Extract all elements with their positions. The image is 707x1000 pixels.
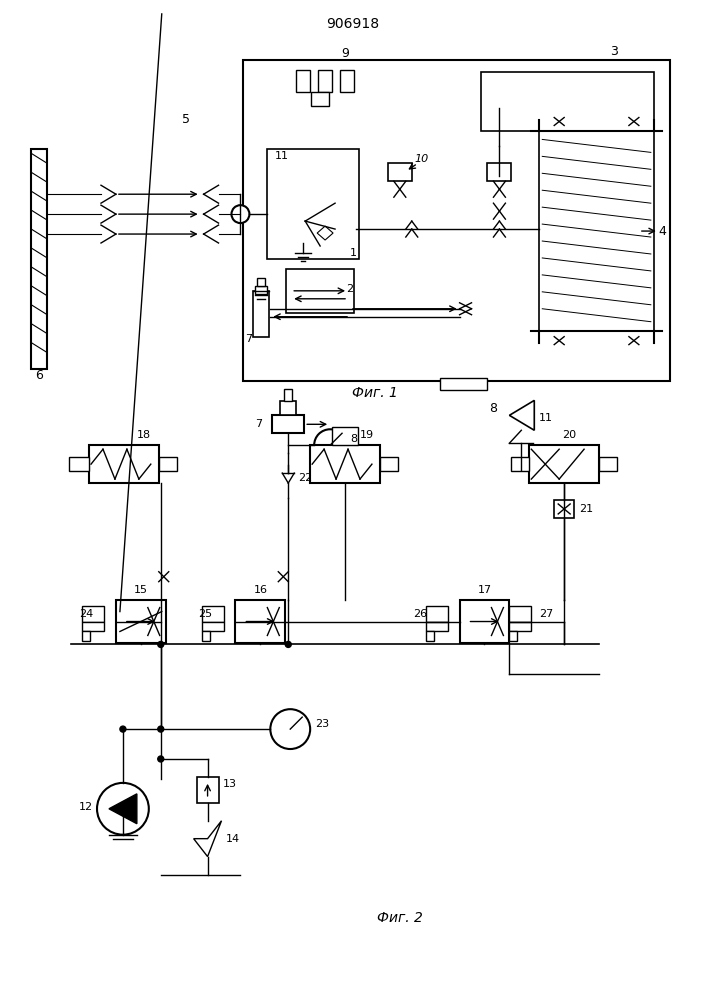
Bar [530,445,599,483]
Bar [82,622,104,631]
Text: Фиг. 2: Фиг. 2 [377,911,423,925]
Polygon shape [509,400,534,430]
Bar [284,389,292,401]
Bar [280,401,296,415]
Text: 8: 8 [350,434,357,444]
Text: 12: 12 [79,802,93,812]
Bar [253,291,269,337]
Text: 13: 13 [223,779,237,789]
Circle shape [270,709,310,749]
Circle shape [158,641,164,647]
Text: 20: 20 [562,430,576,440]
Bar [267,149,359,259]
Text: 26: 26 [413,609,427,619]
Text: 23: 23 [315,719,329,729]
Circle shape [97,783,148,835]
Text: 22: 22 [298,473,312,483]
Text: 25: 25 [199,609,213,619]
Text: 7: 7 [255,419,262,429]
Bar [243,60,670,381]
Text: 906918: 906918 [327,17,380,31]
Text: 11: 11 [275,151,289,161]
Bar [388,163,411,181]
Bar [332,427,358,445]
Bar [116,600,165,643]
Bar [286,269,354,313]
Bar [460,600,509,643]
Bar [235,600,285,643]
Circle shape [314,429,346,461]
Text: 7: 7 [245,334,252,344]
Bar [272,415,304,433]
Polygon shape [109,794,137,824]
Bar [426,631,433,641]
Text: 1: 1 [350,248,357,258]
Bar [69,457,89,471]
Text: 5: 5 [182,113,189,126]
Text: 24: 24 [79,609,93,619]
Text: 6: 6 [35,369,43,382]
Bar [89,445,159,483]
Circle shape [285,641,291,647]
Bar [487,163,511,181]
Circle shape [231,205,250,223]
Text: 11: 11 [539,413,554,423]
Polygon shape [194,821,221,857]
Bar [257,278,265,286]
Bar [481,72,654,131]
Text: 8: 8 [489,402,498,415]
Bar [82,606,104,622]
Bar [201,631,209,641]
Bar [311,92,329,106]
Text: 18: 18 [136,430,151,440]
Bar [340,70,354,92]
Text: 10: 10 [415,154,429,164]
Bar [426,606,448,622]
Text: 9: 9 [341,47,349,60]
Text: 3: 3 [610,45,618,58]
Bar [509,622,531,631]
Circle shape [158,756,164,762]
Circle shape [120,726,126,732]
Text: 16: 16 [253,585,267,595]
Text: Фиг. 1: Фиг. 1 [352,386,398,400]
Text: 14: 14 [226,834,240,844]
Bar [310,445,380,483]
Bar [440,378,487,390]
Bar [159,457,177,471]
Bar [380,457,398,471]
Bar [197,777,218,803]
Bar [539,131,654,331]
Bar [509,631,518,641]
Bar [296,70,310,92]
Text: 15: 15 [134,585,148,595]
Bar [318,70,332,92]
Bar [201,622,223,631]
Circle shape [158,726,164,732]
Bar [509,606,531,622]
Bar [599,457,617,471]
Bar [554,500,574,518]
Text: 27: 27 [539,609,554,619]
Polygon shape [317,226,333,240]
Bar [426,622,448,631]
Bar [82,631,90,641]
Bar [201,606,223,622]
Text: 4: 4 [659,225,667,238]
Text: 17: 17 [477,585,491,595]
Text: 2: 2 [346,284,354,294]
Text: 21: 21 [579,504,593,514]
Bar [31,149,47,369]
Bar [511,457,530,471]
Bar [255,286,267,294]
Text: 19: 19 [360,430,374,440]
